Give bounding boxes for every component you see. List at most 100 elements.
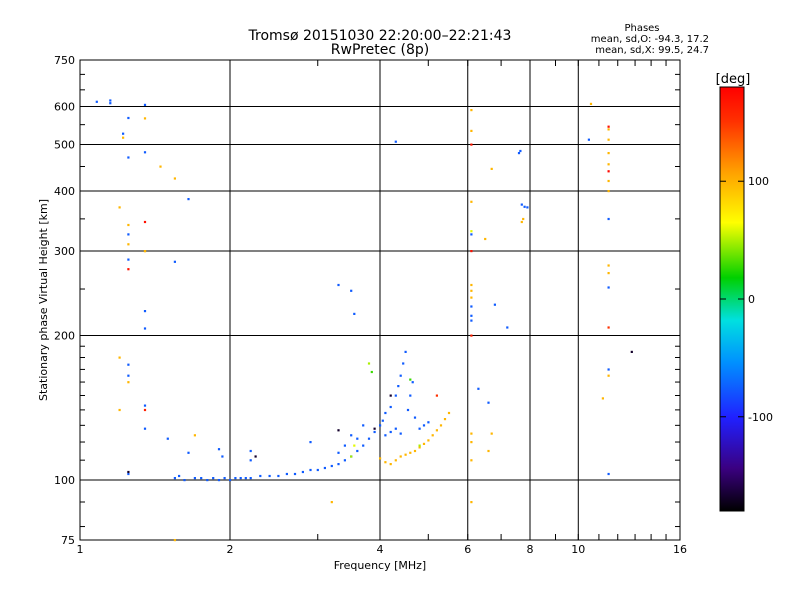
data-point: [367, 362, 371, 365]
x-axis-ticks: 1 2 4 6 8 10 16: [77, 60, 687, 556]
data-point: [630, 350, 633, 353]
data-point-X: [470, 296, 473, 299]
data-point-O: [523, 205, 526, 208]
data-point-X: [490, 167, 493, 170]
y-axis-label: Stationary phase Virtual Height [km]: [37, 199, 50, 401]
data-point-O: [411, 381, 414, 384]
data-point: [418, 444, 421, 447]
data-point-O: [379, 424, 382, 427]
data-point-X: [470, 432, 473, 435]
data-point-O: [277, 474, 280, 478]
data-point-X: [413, 449, 417, 453]
data-point-X: [404, 453, 407, 456]
data-point-O: [143, 404, 147, 407]
x-axis-label: Frequency [MHz]: [334, 559, 426, 572]
data-point-O: [362, 444, 365, 447]
x-tick-label: 4: [377, 543, 384, 556]
data-point-X: [384, 461, 387, 464]
y-tick-label: 75: [61, 534, 75, 547]
data-point-X: [470, 441, 473, 444]
stats-line-x: mean, sd,X: 99.5, 24.7: [595, 45, 709, 56]
y-tick-label: 750: [54, 54, 75, 67]
data-point-O: [187, 198, 190, 201]
data-point-O: [309, 468, 312, 472]
data-point-X: [118, 356, 121, 359]
data-point-X: [118, 206, 121, 209]
data-point-X: [470, 289, 473, 292]
data-point-X: [127, 381, 130, 384]
data-point-X: [399, 455, 402, 458]
data-point-O: [143, 310, 147, 313]
data-point-O: [389, 405, 392, 409]
data-point-X: [484, 237, 487, 241]
data-point: [607, 326, 610, 329]
data-point-O: [373, 430, 376, 434]
data-point-X: [143, 250, 147, 253]
data-point-X: [607, 138, 610, 141]
data-point-O: [356, 449, 359, 453]
y-tick-label: 300: [54, 245, 75, 258]
data-point-X: [470, 109, 473, 112]
data-point-O: [381, 419, 384, 422]
data-point-O: [343, 459, 346, 462]
data-point-O: [206, 479, 209, 482]
data-point-X: [127, 243, 130, 246]
data-point-X: [379, 457, 382, 460]
data-point-O: [427, 421, 430, 424]
data-point: [389, 394, 392, 397]
data-point-O: [217, 479, 221, 482]
data-point-O: [394, 427, 397, 430]
data-point-X: [520, 220, 523, 224]
data-point-O: [470, 314, 473, 317]
data-point-O: [173, 260, 176, 263]
data-point-O: [217, 448, 221, 451]
data-point-O: [268, 474, 271, 478]
data-point-O: [223, 477, 226, 480]
data-point: [470, 334, 473, 337]
x-tick-label: 2: [227, 543, 234, 556]
data-point-O: [406, 408, 410, 412]
data-point-X: [330, 501, 333, 504]
data-point-O: [259, 474, 262, 478]
data-point-X: [431, 434, 434, 437]
data-point-X: [439, 424, 443, 427]
data-point-X: [422, 442, 426, 445]
data-point-O: [607, 368, 610, 371]
x-tick-label: 6: [464, 543, 471, 556]
colorbar-tick-label: 0: [748, 293, 755, 306]
data-point-O: [109, 102, 112, 105]
data-point-X: [143, 117, 147, 120]
data-point: [143, 220, 147, 224]
data-point-O: [418, 427, 421, 430]
data-point-O: [330, 464, 333, 468]
data-point-O: [470, 319, 473, 322]
data-point-X: [418, 446, 421, 449]
chart-subtitle: RwPretec (8p): [331, 42, 429, 58]
colorbar-ticks: 100 0 -100: [720, 175, 773, 424]
colorbar-tick-label: -100: [748, 411, 773, 424]
data-point-O: [193, 477, 196, 480]
data-point-O: [353, 312, 356, 315]
y-tick-label: 100: [54, 474, 75, 487]
data-point: [470, 143, 473, 146]
data-point-X: [601, 397, 604, 400]
data-point-X: [589, 102, 593, 105]
data-point-O: [212, 477, 215, 480]
data-point-O: [343, 444, 346, 447]
data-point-X: [470, 459, 473, 462]
data-point-O: [127, 233, 130, 236]
data-point-O: [244, 477, 247, 480]
data-point-O: [409, 394, 412, 397]
data-point-O: [607, 217, 610, 221]
x-tick-label: 16: [673, 543, 687, 556]
data-point-O: [249, 477, 252, 480]
y-axis-ticks: 75 100 200 300 400 500 600 750: [54, 54, 680, 547]
data-point: [127, 470, 130, 474]
data-point-O: [229, 479, 232, 482]
data-point-O: [249, 449, 252, 453]
x-tick-label: 1: [77, 543, 84, 556]
data-point-O: [323, 466, 326, 470]
data-point-O: [477, 387, 480, 390]
data-point-O: [384, 434, 387, 437]
